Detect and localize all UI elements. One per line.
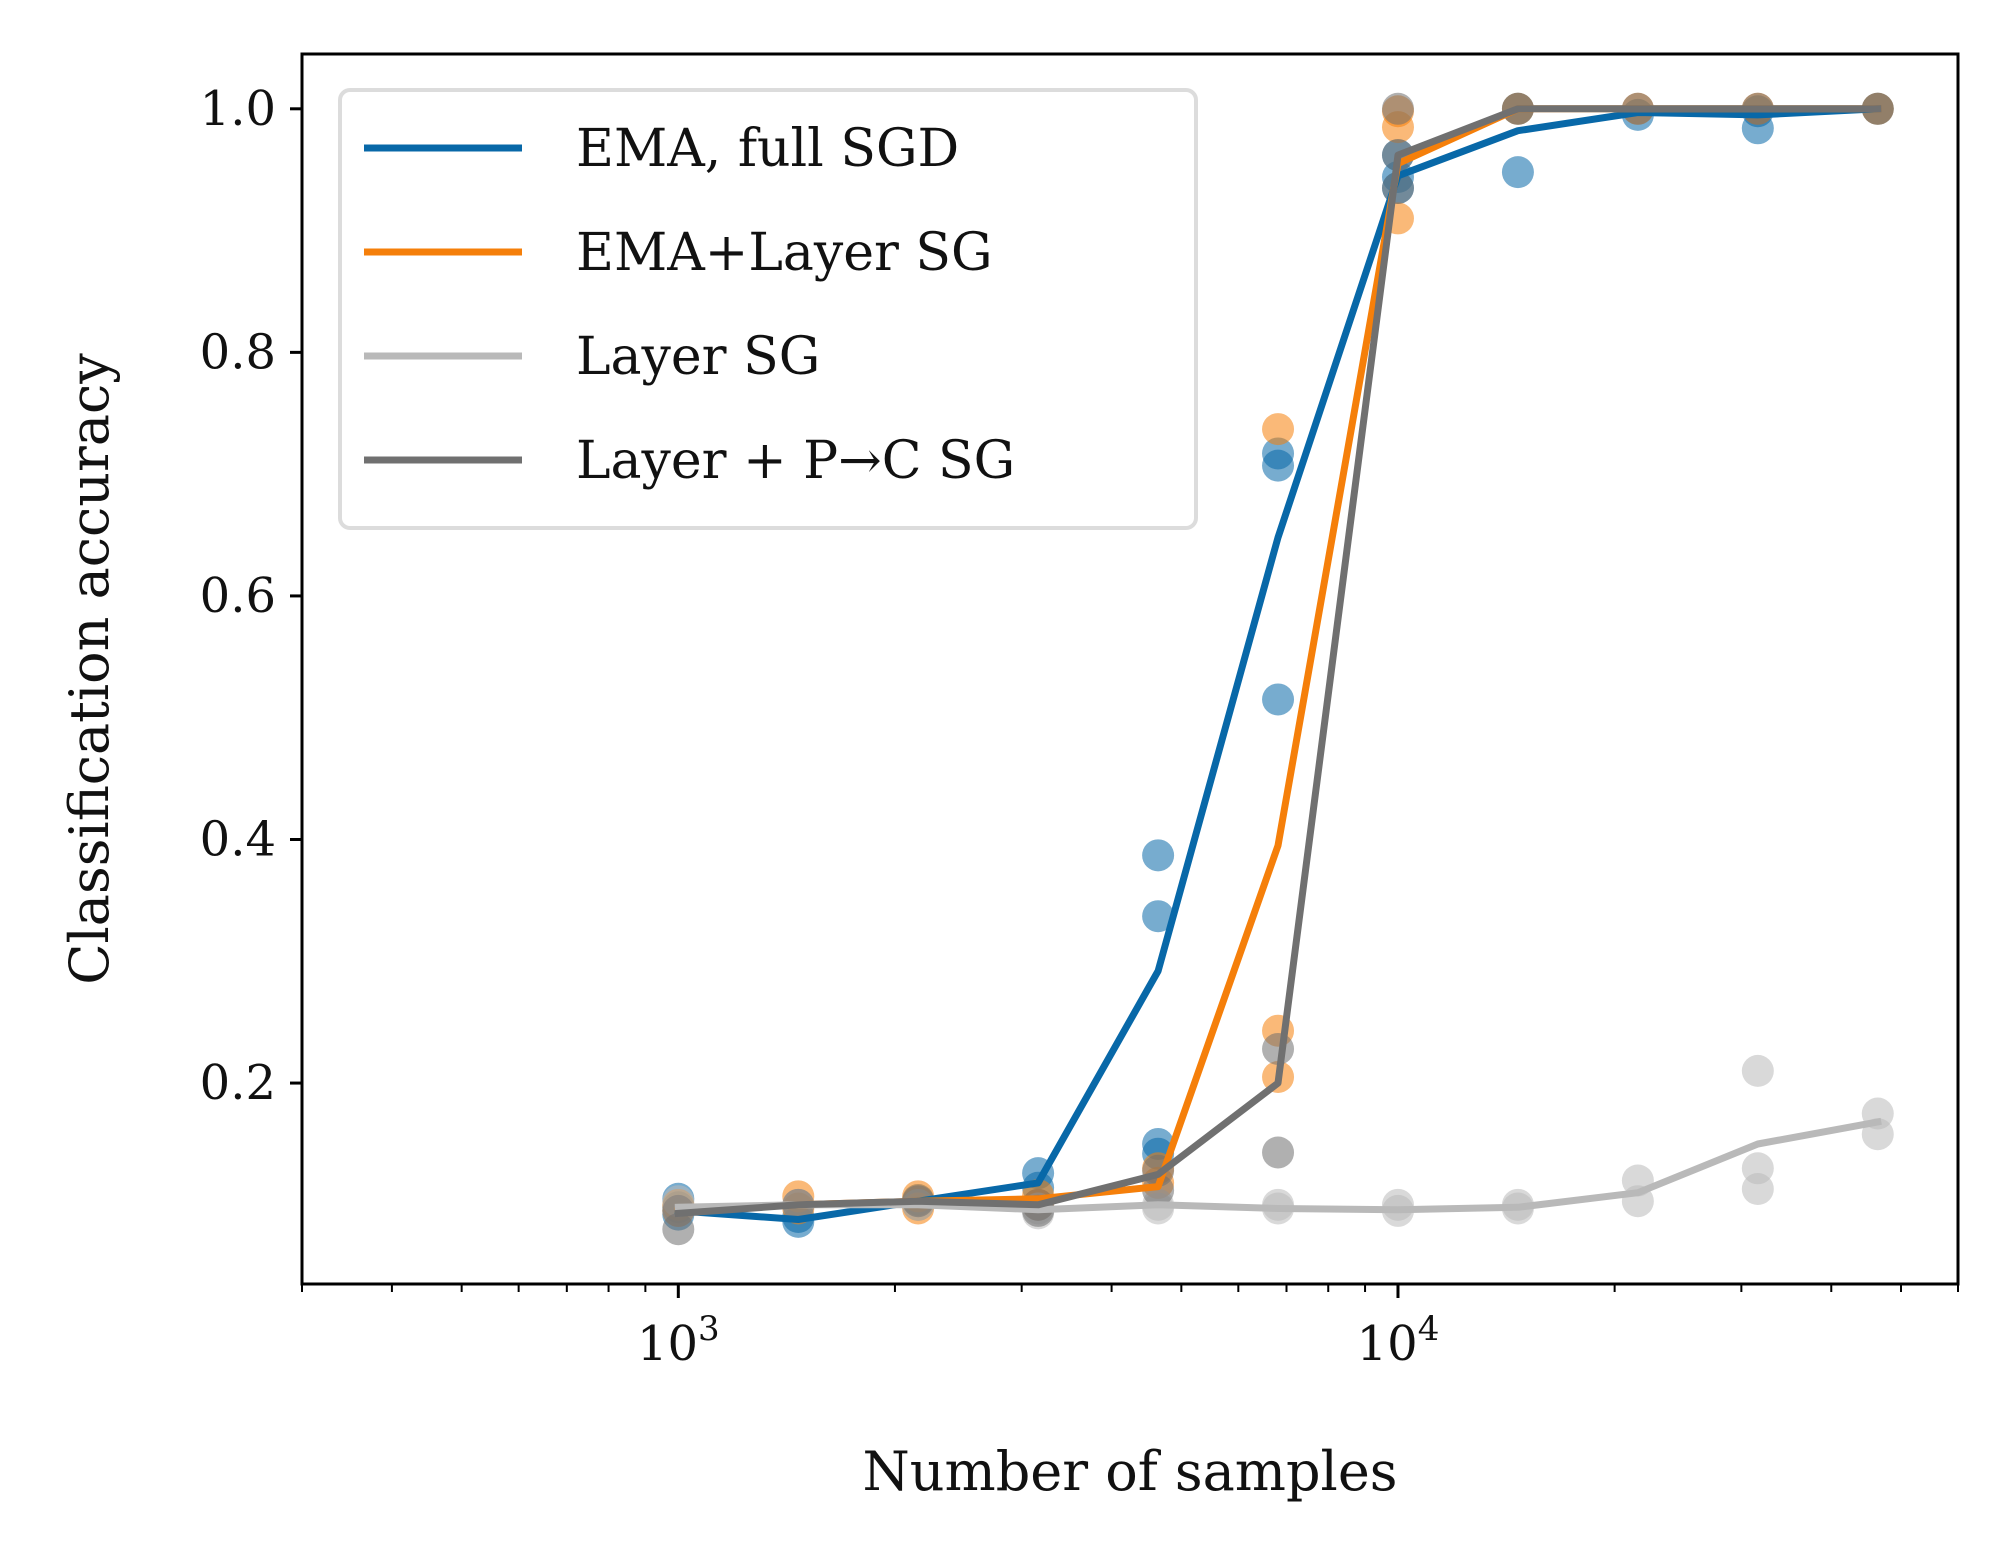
data-point xyxy=(1262,1136,1295,1169)
y-tick-label: 1.0 xyxy=(200,81,276,137)
y-tick-label: 0.2 xyxy=(200,1055,276,1111)
data-point xyxy=(1262,413,1295,446)
data-point xyxy=(1142,1174,1175,1207)
legend-label: Layer + P→C SG xyxy=(576,431,1015,491)
data-point xyxy=(1381,92,1414,125)
data-point xyxy=(1741,1173,1774,1206)
data-point xyxy=(1142,839,1175,872)
data-point xyxy=(662,1213,695,1246)
data-point xyxy=(1262,683,1295,716)
y-tick-label: 0.6 xyxy=(200,568,276,624)
plot-area: 0.2 0.4 0.6 0.8 1.0 103 104 xyxy=(200,52,1960,1372)
y-tick-label: 0.4 xyxy=(200,811,276,867)
data-point xyxy=(1501,156,1534,189)
legend: EMA, full SGD EMA+Layer SG Layer SG Layer +… xyxy=(338,88,1198,530)
legend-box xyxy=(338,88,1198,530)
data-point xyxy=(1262,449,1295,482)
legend-label: Layer SG xyxy=(576,327,820,387)
legend-items: EMA, full SGD EMA+Layer SG Layer SG Layer +… xyxy=(364,119,1015,491)
axes-frame xyxy=(300,52,1960,1286)
y-tick-label: 0.8 xyxy=(200,324,276,380)
y-axis-label: Classification accuracy xyxy=(58,353,121,985)
data-point xyxy=(1741,1054,1774,1087)
x-axis-label: Number of samples xyxy=(862,1440,1397,1503)
legend-label: EMA, full SGD xyxy=(576,119,959,179)
x-tick-label: 103 xyxy=(637,1309,720,1372)
series-lines xyxy=(674,105,1882,1223)
x-tick-label: 104 xyxy=(1357,1309,1440,1372)
legend-label: EMA+Layer SG xyxy=(576,223,993,283)
series-line xyxy=(674,105,1882,1218)
data-point xyxy=(1142,900,1175,933)
ticks: 0.2 0.4 0.6 0.8 1.0 103 104 xyxy=(200,81,1959,1372)
